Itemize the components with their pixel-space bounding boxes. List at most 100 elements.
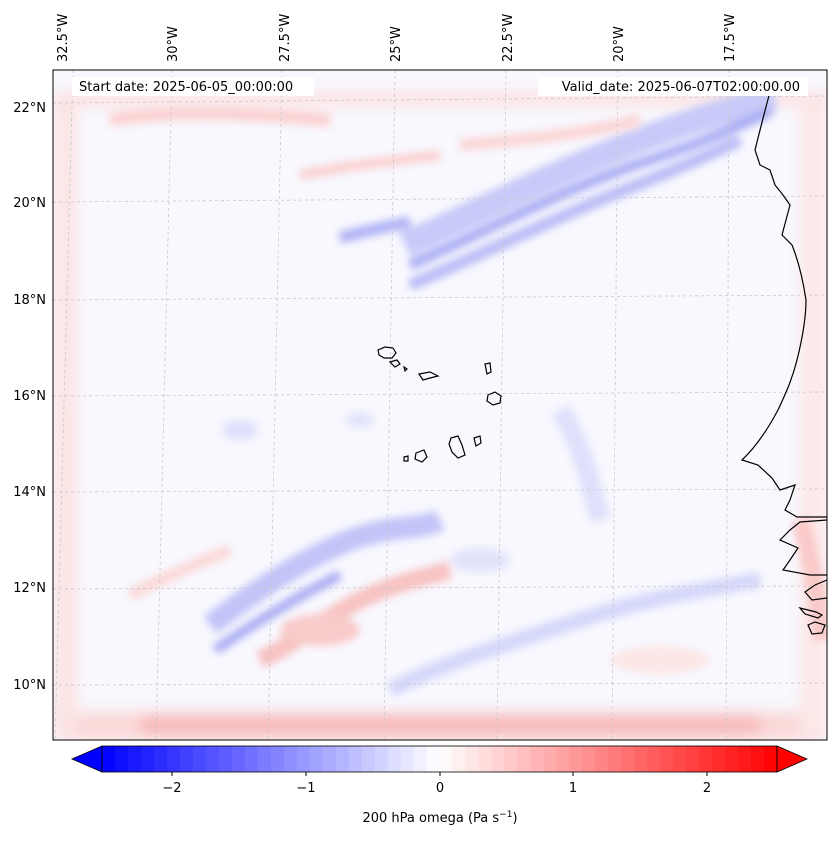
colorbar-cell	[140, 746, 155, 772]
africa-coastline	[740, 91, 827, 635]
colorbar-cell	[634, 746, 648, 772]
colorbar-cells	[102, 746, 778, 772]
colorbar-cell	[218, 746, 233, 772]
lat-label: 20°N	[13, 196, 46, 211]
colorbar-cell	[465, 746, 480, 772]
ilha-do-sal	[484, 362, 492, 375]
colorbar-cell	[543, 746, 557, 772]
lon-label: 32.5°W	[56, 14, 71, 62]
colorbar-cell	[478, 746, 493, 772]
colorbar-cell	[452, 746, 467, 772]
lat-label: 12°N	[13, 581, 46, 596]
colorbar-cell	[361, 746, 376, 772]
colorbar-cell	[192, 746, 207, 772]
colorbar-cell	[296, 746, 311, 772]
colorbar-cell	[322, 746, 337, 772]
lon-label: 27.5°W	[278, 14, 293, 62]
colorbar-cell	[621, 746, 635, 772]
gridlines	[53, 70, 827, 740]
colorbar-max-extend	[776, 745, 809, 773]
start-date-box	[72, 77, 314, 96]
valid-date-box	[538, 77, 808, 96]
latitude-labels: 22°N 20°N 18°N 16°N 14°N 12°N 10°N	[13, 101, 46, 693]
colorbar-cell	[413, 746, 428, 772]
colorbar-cell	[504, 746, 518, 772]
colorbar-tick-label: 1	[569, 781, 577, 796]
colorbar-cell	[231, 746, 246, 772]
colorbar-cell	[114, 746, 129, 772]
map-background	[53, 70, 827, 740]
colorbar-cell	[725, 746, 739, 772]
colorbar-cell	[608, 746, 622, 772]
colorbar-cell	[153, 746, 168, 772]
lon-label: 22.5°W	[501, 14, 516, 62]
colorbar-tick-label: 2	[703, 781, 711, 796]
valid-date-label: Valid_date: 2025-06-07T02:00:00.00	[562, 80, 800, 95]
maio-island	[473, 435, 482, 447]
sao-nicolau-island	[417, 371, 440, 381]
lon-label: 30°W	[166, 26, 181, 62]
colorbar-tick-label: 0	[436, 781, 444, 796]
colorbar-tick-labels: −2 −1 0 1 2	[162, 781, 711, 796]
colorbar-cell	[309, 746, 324, 772]
colorbar-cell	[244, 746, 259, 772]
start-date-label: Start date: 2025-06-05_00:00:00	[79, 80, 293, 95]
colorbar-cell	[102, 746, 116, 772]
lon-label: 17.5°W	[723, 14, 738, 62]
colorbar-tick-label: −2	[162, 781, 181, 796]
santiago-island	[448, 435, 466, 459]
lon-label: 20°W	[612, 26, 627, 62]
fogo-island	[414, 449, 428, 463]
colorbar-cell	[686, 746, 700, 772]
colorbar-cell	[569, 746, 583, 772]
map-frame	[52, 69, 828, 741]
ascent-bands-field	[203, 87, 777, 698]
colorbar-cell	[335, 746, 350, 772]
colorbar-cell	[673, 746, 687, 772]
colorbar-tick-label: −1	[296, 781, 315, 796]
colorbar-cell	[517, 746, 531, 772]
colorbar-cell	[660, 746, 674, 772]
santa-luzia-island	[403, 365, 408, 373]
colorbar-cell	[647, 746, 661, 772]
sao-vicente-island	[388, 359, 401, 368]
lat-label: 16°N	[13, 389, 46, 404]
coastlines	[377, 91, 827, 635]
colorbar-cell	[595, 746, 609, 772]
colorbar-cell	[166, 746, 181, 772]
lon-label: 25°W	[389, 26, 404, 62]
colorbar-cell	[374, 746, 389, 772]
colorbar-cell	[530, 746, 544, 772]
map-panel: Start date: 2025-06-05_00:00:00 Valid_da…	[53, 70, 827, 740]
colorbar-cell	[205, 746, 220, 772]
colorbar-cell	[387, 746, 402, 772]
colorbar-ticks	[171, 772, 708, 776]
colorbar-cell	[738, 746, 752, 772]
colorbar-cell	[751, 746, 765, 772]
colorbar-cell	[491, 746, 505, 772]
longitude-labels: 32.5°W 30°W 27.5°W 25°W 22.5°W 20°W 17.5…	[56, 14, 738, 62]
colorbar-cell	[556, 746, 570, 772]
lat-label: 10°N	[13, 678, 46, 693]
boa-vista-island	[486, 391, 502, 406]
colorbar-cell	[257, 746, 272, 772]
brava-island	[403, 455, 409, 462]
colorbar-cell	[712, 746, 726, 772]
colorbar-cell	[426, 746, 441, 772]
colorbar-cell	[764, 746, 778, 772]
colorbar-label: 200 hPa omega (Pa s−1)	[362, 810, 517, 826]
colorbar: −2 −1 0 1 2 200 hPa omega (Pa s−1)	[70, 745, 809, 826]
lat-label: 14°N	[13, 485, 46, 500]
colorbar-min-extend	[70, 745, 103, 773]
colorbar-cell	[348, 746, 363, 772]
colorbar-cell	[127, 746, 142, 772]
colorbar-cell	[439, 746, 454, 772]
lat-label: 18°N	[13, 293, 46, 308]
colorbar-cell	[400, 746, 415, 772]
colorbar-cell	[179, 746, 194, 772]
santo-antao-island	[377, 346, 397, 359]
colorbar-cell	[582, 746, 596, 772]
lat-label: 22°N	[13, 101, 46, 116]
colorbar-cell	[283, 746, 298, 772]
